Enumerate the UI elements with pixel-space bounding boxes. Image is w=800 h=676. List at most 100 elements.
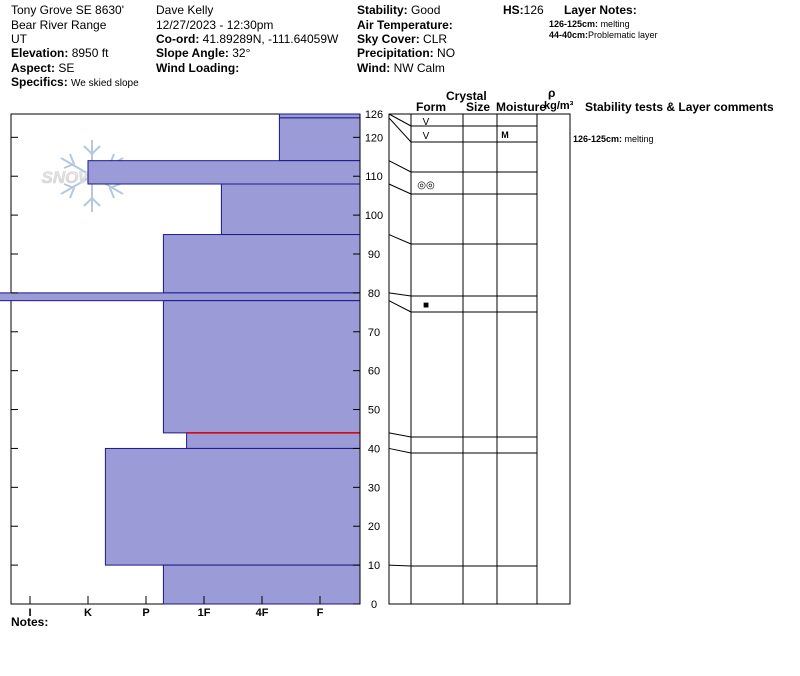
specifics-value: We skied slope [71,78,139,89]
layer-note-2: 44-40cm:Problematic layer [549,30,658,41]
layer-connector [388,234,412,245]
notes-label: Notes: [11,615,49,629]
sky-label: Sky Cover: [357,32,420,46]
depth-tick-label: 50 [368,405,380,417]
state: UT [11,32,27,46]
hardness-tick-label: P [142,607,149,619]
crystal-symbol: ■ [423,300,429,311]
layer-connector [388,432,412,438]
observer: Dave Kelly [156,3,214,17]
hardness-tick-label: K [84,607,92,619]
layer-connector [388,160,412,173]
layer-comment-range: 126-125cm: [573,134,625,144]
layer-note-2-text: Problematic layer [588,30,658,40]
layer-table [388,113,571,605]
depth-tick-label: 80 [368,288,380,300]
crystal-symbol: ◎◎ [417,180,435,191]
hardness-bar [278,113,361,119]
slope-value: 32° [232,46,251,60]
location: Tony Grove SE 8630' [11,3,125,17]
hardness-bar [220,183,361,236]
crystal-symbol: V [423,117,430,128]
datetime: 12/27/2023 - 12:30pm [156,18,274,32]
hardness-layers [0,113,361,605]
elevation-value: 8950 ft [71,46,109,60]
rho-header: ρ [548,86,556,100]
air-temp-label: Air Temperature: [357,18,453,32]
hardness-bar [186,432,361,449]
depth-tick-label: 40 [368,443,380,455]
depth-tick-label: 20 [368,521,380,533]
layer-notes-title: Layer Notes: [564,3,637,17]
hardness-axis: I K P 1F 4F F [28,596,324,619]
layer-connector [388,447,412,454]
depth-tick-label: 0 [371,599,377,611]
crystal-header: Crystal [446,89,487,103]
layer-table-frame [388,113,571,605]
moisture-values: M [501,130,509,140]
depth-tick-label: 120 [365,132,383,144]
coord-value: 41.89289N, -111.64059W [202,32,339,46]
hardness-tick-label: 4F [256,607,269,619]
stability: Stability: Good [357,3,440,17]
layer-note-1-text: melting [600,19,630,29]
specifics: Specifics: We skied slope [11,75,139,91]
layer-connector [388,117,412,143]
form-header: Form [416,100,446,114]
stability-label: Stability: [357,3,408,17]
layer-note-1-range: 126-125cm: [549,19,599,29]
aspect: Aspect: SE [11,61,74,75]
size-header: Size [466,100,491,114]
slope-label: Slope Angle: [156,46,229,60]
stability-value: Good [411,3,441,17]
layer-connector [388,564,412,567]
sky-cover: Sky Cover: CLR [357,32,447,46]
hs-value: 126 [523,3,544,17]
hardness-bar [0,292,361,302]
depth-tick-label: 10 [368,560,380,572]
hardness-bar [278,117,361,162]
depth-tick-label: 100 [365,210,383,222]
coord-label: Co-ord: [156,32,200,46]
slope-angle: Slope Angle: 32° [156,46,250,60]
precipitation: Precipitation: NO [357,46,455,60]
wind-value: NW Calm [393,61,445,75]
layer-note-2-range: 44-40cm: [549,30,589,40]
hardness-bar [162,300,361,434]
elevation-label: Elevation: [11,46,69,60]
crystal-symbol: V [423,131,430,142]
precip-label: Precipitation: [357,46,434,60]
layer-comments: 126-125cm: melting [573,134,654,144]
layer-connector [388,292,412,297]
depth-tick-label: 70 [368,327,380,339]
layer-note-1: 126-125cm: melting [549,19,630,30]
sky-value: CLR [423,32,448,46]
moisture-header: Moisture [496,100,547,114]
aspect-value: SE [58,61,75,75]
hardness-bar [104,447,361,566]
density-unit-header: kg/m³ [544,100,574,112]
range: Bear River Range [11,18,107,32]
hardness-tick-label: I [28,607,31,619]
stability-comments-header: Stability tests & Layer comments [585,100,774,114]
precip-value: NO [437,46,456,60]
layer-connector [388,113,412,127]
hs: HS:126 [503,3,544,17]
hs-label: HS: [503,3,524,17]
wind-loading-label: Wind Loading: [156,61,240,75]
layer-connector [388,300,412,313]
hardness-bar [162,234,361,294]
layer-comment: 126-125cm: melting [573,134,654,144]
depth-tick-label: 110 [365,171,383,183]
layer-connector [388,183,412,195]
depth-tick-label: 60 [368,366,380,378]
wind-label: Wind: [357,61,391,75]
moisture-value: M [501,130,509,140]
aspect-label: Aspect: [11,61,56,75]
hardness-tick-label: 1F [198,607,211,619]
elevation: Elevation: 8950 ft [11,46,108,60]
crystal-forms: VV ◎◎ ■ [417,117,435,311]
layer-comment-text: melting [625,134,654,144]
hardness-tick-label: F [317,607,324,619]
